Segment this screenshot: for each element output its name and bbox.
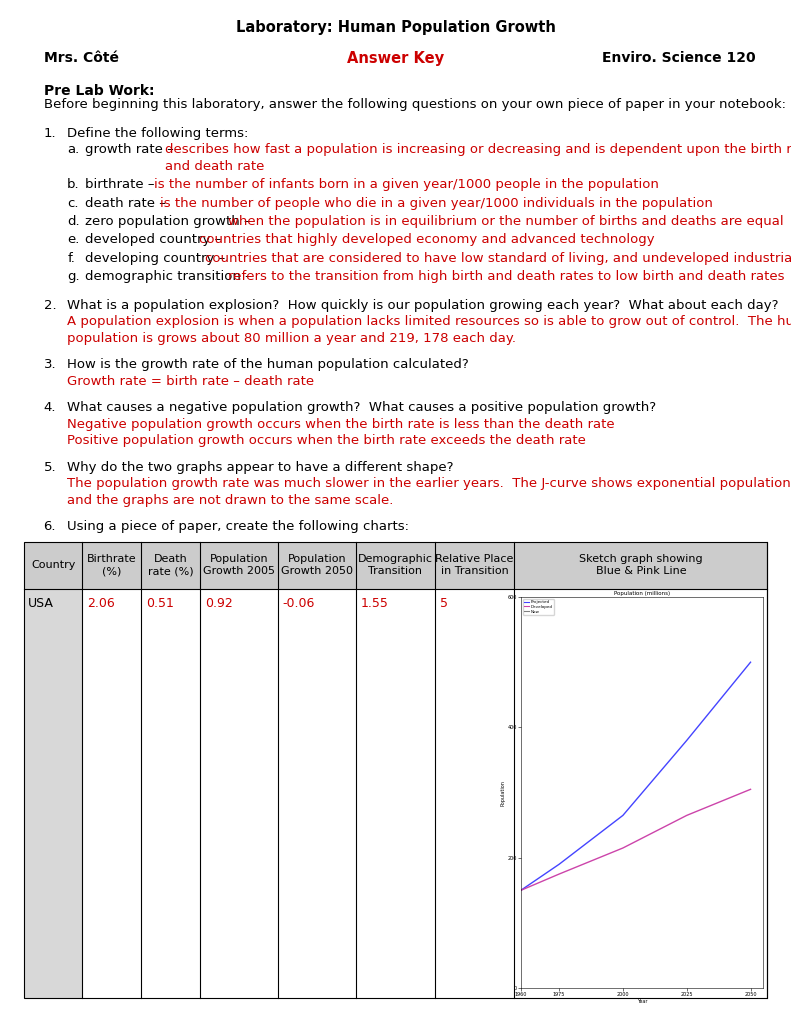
Text: d.: d. bbox=[67, 215, 80, 228]
Text: g.: g. bbox=[67, 270, 80, 284]
Text: -0.06: -0.06 bbox=[282, 597, 315, 610]
Text: Birthrate
(%): Birthrate (%) bbox=[87, 554, 137, 577]
Text: Sketch graph showing
Blue & Pink Line: Sketch graph showing Blue & Pink Line bbox=[579, 554, 702, 577]
Text: How is the growth rate of the human population calculated?: How is the growth rate of the human popu… bbox=[67, 358, 469, 372]
Text: and the graphs are not drawn to the same scale.: and the graphs are not drawn to the same… bbox=[67, 494, 394, 507]
Y-axis label: Population: Population bbox=[501, 779, 506, 806]
Bar bbox=[24, 542, 767, 998]
Text: What is a population explosion?  How quickly is our population growing each year: What is a population explosion? How quic… bbox=[67, 299, 778, 312]
Title: Population (millions): Population (millions) bbox=[614, 591, 670, 596]
Text: population is grows about 80 million a year and 219, 178 each day.: population is grows about 80 million a y… bbox=[67, 332, 517, 345]
Text: a.: a. bbox=[67, 143, 79, 157]
Text: Country: Country bbox=[31, 560, 75, 570]
Text: refers to the transition from high birth and death rates to low birth and death : refers to the transition from high birth… bbox=[228, 270, 785, 284]
Text: zero population growth –: zero population growth – bbox=[85, 215, 255, 228]
Text: Laboratory: Human Population Growth: Laboratory: Human Population Growth bbox=[236, 20, 555, 36]
Text: Growth rate = birth rate – death rate: Growth rate = birth rate – death rate bbox=[67, 375, 314, 388]
Text: when the population is in equilibrium or the number of births and deaths are equ: when the population is in equilibrium or… bbox=[228, 215, 784, 228]
Text: Before beginning this laboratory, answer the following questions on your own pie: Before beginning this laboratory, answer… bbox=[44, 98, 785, 112]
Text: Negative population growth occurs when the birth rate is less than the death rat: Negative population growth occurs when t… bbox=[67, 418, 615, 431]
Text: 6.: 6. bbox=[44, 520, 56, 534]
Text: is the number of infants born in a given year/1000 people in the population: is the number of infants born in a given… bbox=[153, 178, 659, 191]
Text: Why do the two graphs appear to have a different shape?: Why do the two graphs appear to have a d… bbox=[67, 461, 454, 474]
Text: demographic transition –: demographic transition – bbox=[85, 270, 256, 284]
Text: The population growth rate was much slower in the earlier years.  The J-curve sh: The population growth rate was much slow… bbox=[67, 477, 791, 490]
Text: Death
rate (%): Death rate (%) bbox=[148, 554, 193, 577]
Text: Population
Growth 2005: Population Growth 2005 bbox=[203, 554, 275, 577]
Text: Using a piece of paper, create the following charts:: Using a piece of paper, create the follo… bbox=[67, 520, 409, 534]
Text: describes how fast a population is increasing or decreasing and is dependent upo: describes how fast a population is incre… bbox=[165, 143, 791, 157]
Text: 0.51: 0.51 bbox=[146, 597, 174, 610]
Text: and death rate: and death rate bbox=[165, 160, 265, 173]
Text: A population explosion is when a population lacks limited resources so is able t: A population explosion is when a populat… bbox=[67, 315, 791, 329]
Text: growth rate –: growth rate – bbox=[85, 143, 179, 157]
Text: c.: c. bbox=[67, 197, 79, 210]
Text: Relative Place
in Transition: Relative Place in Transition bbox=[436, 554, 514, 577]
Legend: Projected, Developed, Now: Projected, Developed, Now bbox=[523, 599, 554, 614]
Text: 5: 5 bbox=[440, 597, 448, 610]
Text: 1.55: 1.55 bbox=[361, 597, 388, 610]
Text: Demographic
Transition: Demographic Transition bbox=[358, 554, 433, 577]
Text: countries that are considered to have low standard of living, and undeveloped in: countries that are considered to have lo… bbox=[205, 252, 791, 265]
Text: b.: b. bbox=[67, 178, 80, 191]
Text: What causes a negative population growth?  What causes a positive population gro: What causes a negative population growth… bbox=[67, 401, 657, 415]
Text: Positive population growth occurs when the birth rate exceeds the death rate: Positive population growth occurs when t… bbox=[67, 434, 586, 447]
Text: 0.92: 0.92 bbox=[205, 597, 233, 610]
Text: USA: USA bbox=[28, 597, 54, 610]
Text: countries that highly developed economy and advanced technology: countries that highly developed economy … bbox=[199, 233, 655, 247]
Text: 2.: 2. bbox=[44, 299, 56, 312]
Text: Define the following terms:: Define the following terms: bbox=[67, 127, 248, 140]
Text: 4.: 4. bbox=[44, 401, 56, 415]
Text: birthrate –: birthrate – bbox=[85, 178, 159, 191]
Text: Enviro. Science 120: Enviro. Science 120 bbox=[602, 51, 755, 66]
Text: Population
Growth 2050: Population Growth 2050 bbox=[281, 554, 353, 577]
X-axis label: Year: Year bbox=[637, 998, 647, 1004]
Text: e.: e. bbox=[67, 233, 80, 247]
Text: 5.: 5. bbox=[44, 461, 56, 474]
Text: Mrs. Côté: Mrs. Côté bbox=[44, 51, 119, 66]
Text: death rate –: death rate – bbox=[85, 197, 171, 210]
Text: developing country –: developing country – bbox=[85, 252, 230, 265]
Text: 2.06: 2.06 bbox=[87, 597, 115, 610]
Text: developed country –: developed country – bbox=[85, 233, 226, 247]
Text: Pre Lab Work:: Pre Lab Work: bbox=[44, 84, 154, 98]
Bar bbox=[24, 589, 82, 998]
Text: Answer Key: Answer Key bbox=[347, 51, 444, 67]
Text: f.: f. bbox=[67, 252, 75, 265]
Text: 3.: 3. bbox=[44, 358, 56, 372]
Bar bbox=[24, 542, 767, 589]
Text: is the number of people who die in a given year/1000 individuals in the populati: is the number of people who die in a giv… bbox=[160, 197, 713, 210]
Text: 1.: 1. bbox=[44, 127, 56, 140]
